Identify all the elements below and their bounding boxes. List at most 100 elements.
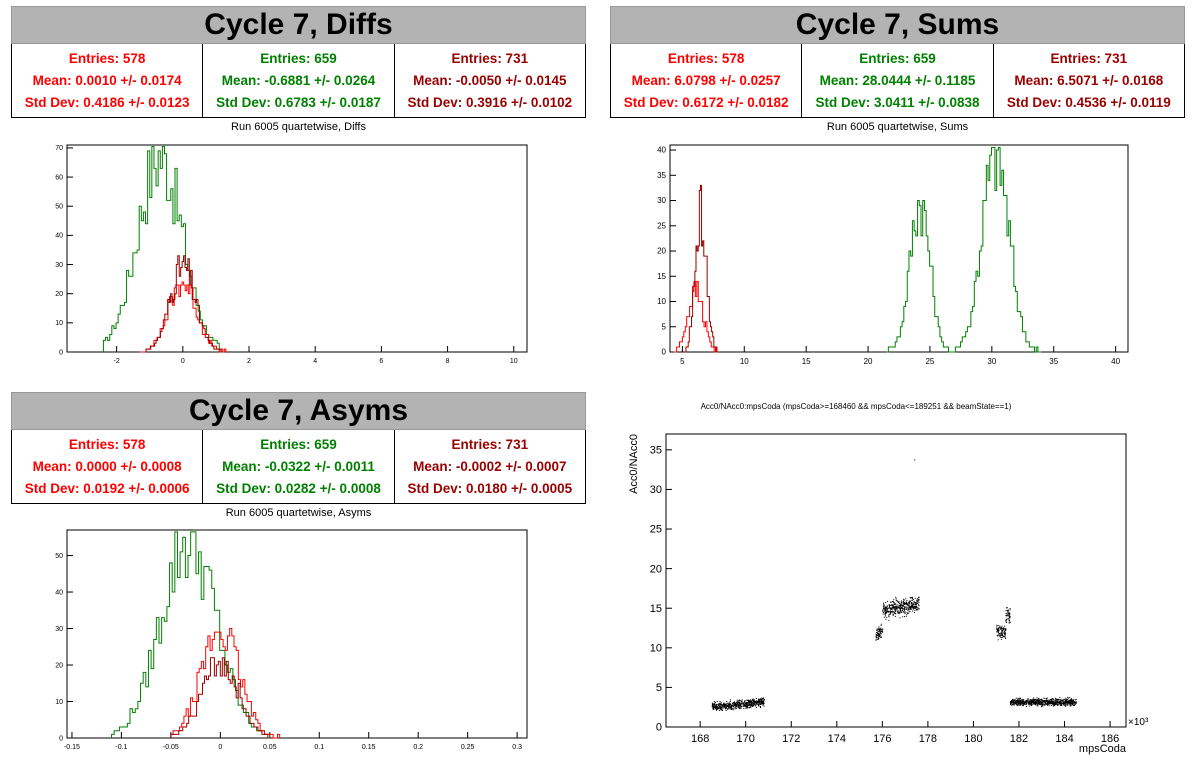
scatter-point (746, 704, 748, 706)
scatter-point (1049, 700, 1051, 702)
scatter-point (888, 615, 890, 617)
scatter-point (730, 699, 732, 701)
scatter-point (911, 607, 913, 609)
scatter-point (715, 709, 717, 711)
scatter-point (1053, 704, 1055, 706)
scatter-point (1037, 703, 1039, 705)
scatter-point (758, 700, 760, 702)
scatter-point (748, 704, 750, 706)
scatter-point (1054, 705, 1056, 707)
scatter-point (908, 605, 910, 607)
scatter-title: Acc0/NAcc0:mpsCoda (mpsCoda>=168460 && m… (701, 402, 1012, 411)
scatter-point (745, 707, 747, 709)
scatter-point (997, 639, 999, 641)
scatter-point (909, 600, 911, 602)
scatter-point (1044, 702, 1046, 704)
x-tick-label: 170 (737, 733, 755, 745)
scatter-point (1036, 697, 1038, 699)
x-tick-label: 0.25 (461, 744, 475, 751)
scatter-point (1071, 700, 1073, 702)
scatter-point (998, 630, 1000, 632)
scatter-point (913, 606, 915, 608)
x-tick-label: 5 (680, 357, 685, 366)
scatter-point (755, 701, 757, 703)
scatter-point (740, 706, 742, 708)
scatter-point (736, 699, 738, 701)
scatter-point (1010, 703, 1012, 705)
scatter-point (1068, 703, 1070, 705)
scatter-point (902, 600, 904, 602)
scatter-point (899, 612, 901, 614)
scatter-point (747, 702, 749, 704)
scatter-point (1064, 700, 1066, 702)
scatter-point (915, 603, 917, 605)
scatter-point (1000, 628, 1002, 630)
scatter-point (1074, 702, 1076, 704)
scatter-point (890, 604, 892, 606)
scatter-point (892, 608, 894, 610)
scatter-point (893, 601, 895, 603)
scatter-point (728, 706, 730, 708)
scatter-point (875, 635, 877, 637)
scatter-point (753, 699, 755, 701)
scatter-point (729, 705, 731, 707)
scatter-point (1056, 701, 1058, 703)
scatter-point (1017, 701, 1019, 703)
scatter-point (1008, 613, 1010, 615)
scatter-point (746, 702, 748, 704)
scatter-point (899, 602, 901, 604)
scatter-point (911, 602, 913, 604)
scatter-point (899, 609, 901, 611)
scatter-point (1017, 698, 1019, 700)
scatter-point (1044, 701, 1046, 703)
scatter-point (1015, 697, 1017, 699)
scatter-point (910, 607, 912, 609)
scatter-point (1066, 703, 1068, 705)
scatter-point (1015, 703, 1017, 705)
scatter-point (748, 703, 750, 705)
scatter-point (1057, 699, 1059, 701)
scatter-point (902, 616, 904, 618)
scatter-point (742, 703, 744, 705)
scatter-point (909, 602, 911, 604)
scatter-point (749, 700, 751, 702)
entries-label: Entries: 578 (68, 51, 146, 67)
scatter-point (715, 705, 717, 707)
scatter-point (913, 607, 915, 609)
scatter-point (880, 630, 882, 632)
scatter-point (895, 607, 897, 609)
scatter-point (1005, 629, 1007, 631)
scatter-point (918, 597, 920, 599)
scatter-point (1055, 700, 1057, 702)
scatter-point (1003, 629, 1005, 631)
scatter-point (906, 614, 908, 616)
scatter-point (750, 704, 752, 706)
scatter-point (903, 598, 905, 600)
x-tick-label: 20 (864, 357, 873, 366)
scatter-point (1018, 702, 1020, 704)
scatter-point (735, 705, 737, 707)
scatter-point (908, 609, 910, 611)
y-tick-label: 60 (55, 174, 63, 181)
scatter-point (900, 606, 902, 608)
scatter-point (1019, 697, 1021, 699)
scatter-point (1064, 699, 1066, 701)
scatter-point (1038, 703, 1040, 705)
scatter-point (711, 702, 713, 704)
scatter-point (726, 701, 728, 703)
scatter-point (740, 700, 742, 702)
scatter-point (758, 701, 760, 703)
scatter-point (1040, 706, 1042, 708)
scatter-point (879, 629, 881, 631)
scatter-point (909, 606, 911, 608)
scatter-point (1019, 697, 1021, 699)
scatter-point (879, 632, 881, 634)
scatter-point (1044, 703, 1046, 705)
scatter-point (741, 703, 743, 705)
scatter-point (1065, 699, 1067, 701)
asyms-stats-box: Entries: 578 Mean: 0.0000 +/- 0.0008 Std… (11, 430, 586, 504)
scatter-point (1049, 700, 1051, 702)
scatter-point (1054, 703, 1056, 705)
scatter-point (908, 602, 910, 604)
x-tick-label: 10 (510, 358, 518, 365)
